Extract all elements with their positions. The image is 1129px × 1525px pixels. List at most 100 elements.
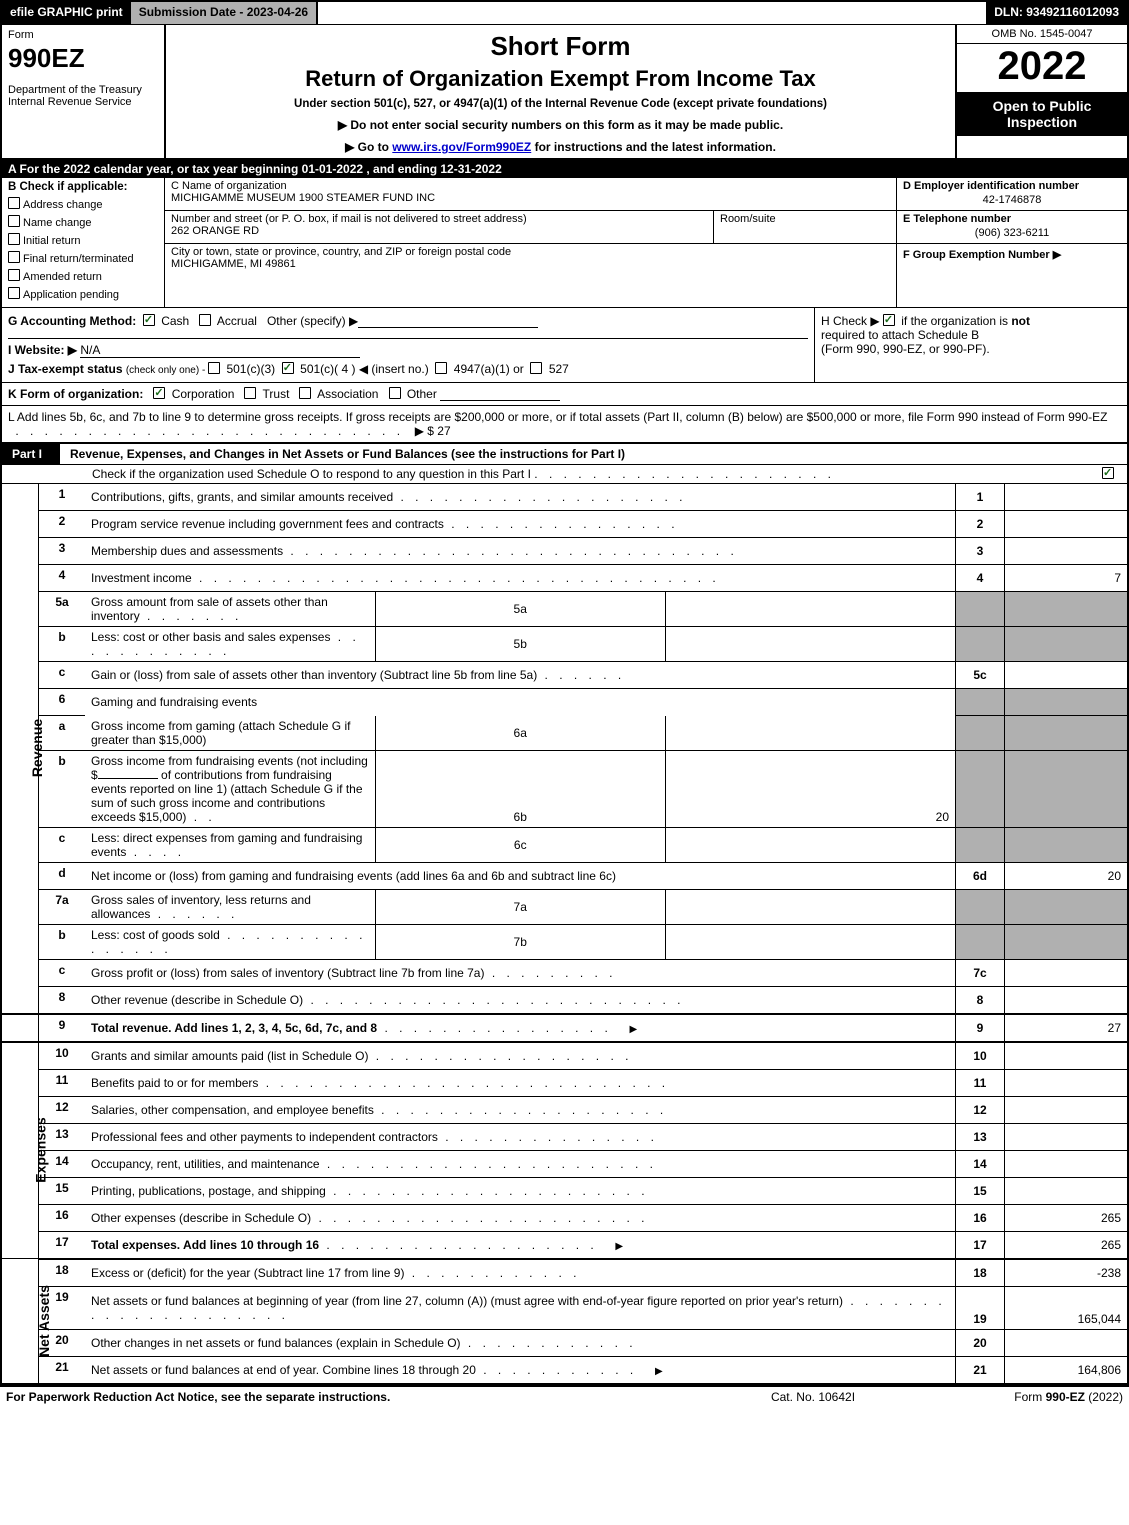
form-container: efile GRAPHIC print Submission Date - 20… [0, 0, 1129, 1387]
line-desc: Membership dues and assessments . . . . … [85, 538, 956, 565]
omb-number: OMB No. 1545-0047 [957, 25, 1127, 44]
line-desc: Salaries, other compensation, and employ… [85, 1096, 956, 1123]
k-other: Other [407, 387, 437, 401]
checkbox-h[interactable] [883, 314, 895, 326]
line-num: 8 [39, 986, 86, 1014]
spacer [318, 2, 986, 24]
box-val-shaded [1005, 716, 1128, 751]
line-6a: a Gross income from gaming (attach Sched… [2, 716, 1127, 751]
checkbox-assoc[interactable] [299, 387, 311, 399]
box-val-shaded [1005, 689, 1128, 716]
dots: . . . . . . . . . . . . . . . . . . . . … [8, 424, 411, 438]
line-1: Revenue 1 Contributions, gifts, grants, … [2, 484, 1127, 511]
side-revenue: Revenue [2, 484, 39, 1014]
sub2b-prefix: ▶ Go to [345, 140, 392, 154]
line-10: Expenses 10 Grants and similar amounts p… [2, 1042, 1127, 1070]
checkbox-corp[interactable] [153, 387, 165, 399]
box-num: 2 [956, 511, 1005, 538]
b-opt-address-change[interactable]: Address change [8, 197, 158, 211]
f-block: F Group Exemption Number ▶ [897, 244, 1127, 279]
line-num: 16 [39, 1204, 86, 1231]
h-line1a: H Check ▶ [821, 314, 880, 328]
line-6: 6 Gaming and fundraising events [2, 689, 1127, 716]
g-cash: Cash [161, 314, 189, 328]
line-19: 19 Net assets or fund balances at beginn… [2, 1286, 1127, 1329]
side-net-assets: Net Assets [2, 1259, 39, 1384]
box-num-shaded [956, 716, 1005, 751]
line-desc: Gross income from fundraising events (no… [85, 750, 375, 827]
line-desc: Total revenue. Add lines 1, 2, 3, 4, 5c,… [85, 1014, 956, 1042]
checkbox-527[interactable] [530, 362, 542, 374]
checkbox-501c[interactable] [282, 362, 294, 374]
h-line3: (Form 990, 990-EZ, or 990-PF). [821, 342, 990, 356]
subtitle-1: Under section 501(c), 527, or 4947(a)(1)… [172, 98, 949, 110]
checkbox-cash[interactable] [143, 314, 155, 326]
k-label: K Form of organization: [8, 387, 143, 401]
line-7b: b Less: cost of goods sold . . . . . . .… [2, 924, 1127, 959]
box-val [1005, 1096, 1128, 1123]
box-val-shaded [1005, 827, 1128, 862]
box-num: 1 [956, 484, 1005, 511]
line-20: 20 Other changes in net assets or fund b… [2, 1329, 1127, 1356]
b-opt-app-pending[interactable]: Application pending [8, 287, 158, 301]
sub-num: 6c [375, 827, 665, 862]
box-val [1005, 484, 1128, 511]
form-number: 990EZ [8, 43, 158, 74]
b-opt-amended[interactable]: Amended return [8, 269, 158, 283]
line-desc: Other revenue (describe in Schedule O) .… [85, 986, 956, 1014]
line-desc: Program service revenue including govern… [85, 511, 956, 538]
line-7a: 7a Gross sales of inventory, less return… [2, 889, 1127, 924]
line-num: 3 [39, 538, 86, 565]
checkbox-trust[interactable] [244, 387, 256, 399]
line-num: 17 [39, 1231, 86, 1259]
main-title: Return of Organization Exempt From Incom… [172, 66, 949, 92]
line-17: 17 Total expenses. Add lines 10 through … [2, 1231, 1127, 1259]
sub-num: 5b [375, 627, 665, 662]
line-num: 11 [39, 1069, 86, 1096]
street-label: Number and street (or P. O. box, if mail… [171, 213, 527, 225]
line-num: d [39, 862, 86, 889]
box-num-shaded [956, 889, 1005, 924]
line-6b: b Gross income from fundraising events (… [2, 750, 1127, 827]
line-num: c [39, 662, 86, 689]
sub-num: 7a [375, 889, 665, 924]
line-desc: Gross sales of inventory, less returns a… [85, 889, 375, 924]
line-desc: Gain or (loss) from sale of assets other… [85, 662, 956, 689]
box-val: 20 [1005, 862, 1128, 889]
checkbox-other[interactable] [389, 387, 401, 399]
line-desc: Occupancy, rent, utilities, and maintena… [85, 1150, 956, 1177]
column-def: D Employer identification number 42-1746… [896, 178, 1127, 307]
g-other: Other (specify) ▶ [267, 314, 358, 328]
line-desc: Net income or (loss) from gaming and fun… [85, 862, 956, 889]
column-b: B Check if applicable: Address change Na… [2, 178, 165, 307]
box-val-shaded [1005, 592, 1128, 627]
checkbox-part1[interactable] [1102, 467, 1114, 479]
checkbox-4947[interactable] [435, 362, 447, 374]
b-opt-label: Application pending [23, 289, 119, 301]
line-18: Net Assets 18 Excess or (deficit) for th… [2, 1259, 1127, 1287]
checkbox-accrual[interactable] [199, 314, 211, 326]
box-val [1005, 1123, 1128, 1150]
line-desc: Excess or (deficit) for the year (Subtra… [85, 1259, 956, 1287]
k-other-line [440, 388, 560, 401]
c-name-block: C Name of organization MICHIGAMME MUSEUM… [165, 178, 896, 211]
b-opt-final-return[interactable]: Final return/terminated [8, 251, 158, 265]
line-6c: c Less: direct expenses from gaming and … [2, 827, 1127, 862]
line-num: 7a [39, 889, 86, 924]
box-num: 21 [956, 1356, 1005, 1384]
sub-val [665, 592, 955, 627]
line-desc: Net assets or fund balances at end of ye… [85, 1356, 956, 1384]
b-opt-initial-return[interactable]: Initial return [8, 233, 158, 247]
sub-val [665, 716, 955, 751]
line-num: c [39, 959, 86, 986]
sub-val [665, 627, 955, 662]
box-val [1005, 1069, 1128, 1096]
header-center: Short Form Return of Organization Exempt… [166, 25, 955, 158]
box-val: 165,044 [1005, 1286, 1128, 1329]
b-opt-name-change[interactable]: Name change [8, 215, 158, 229]
line-num: 18 [39, 1259, 86, 1287]
checkbox-501c3[interactable] [208, 362, 220, 374]
irs-link[interactable]: www.irs.gov/Form990EZ [392, 140, 531, 154]
sub-num: 6a [375, 716, 665, 751]
phone-value: (906) 323-6211 [903, 227, 1121, 239]
